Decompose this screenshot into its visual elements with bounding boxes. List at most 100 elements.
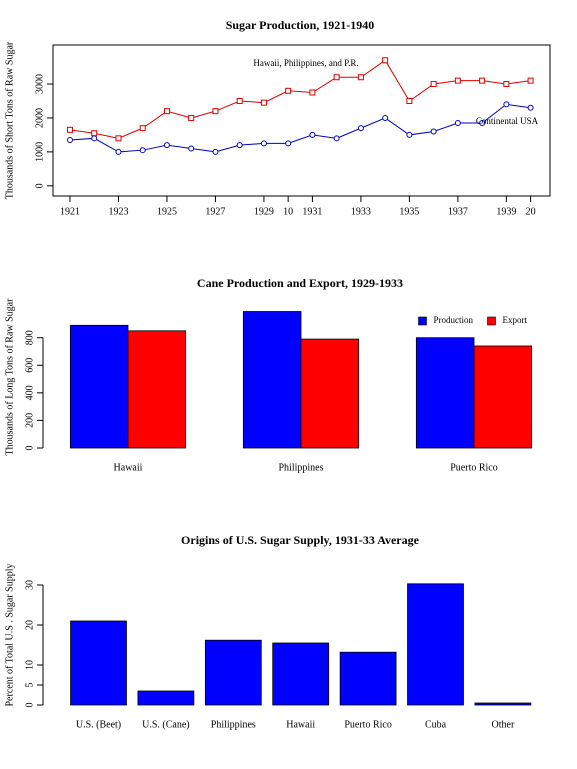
bar: [127, 330, 187, 449]
x-tick-label: 1931: [302, 206, 322, 217]
point: [285, 140, 292, 147]
point: [139, 147, 146, 154]
y-tick-label: 600: [24, 358, 35, 373]
point: [115, 135, 122, 142]
y-axis-label: Thousands of Short Tons of Raw Sugar: [4, 41, 15, 199]
bar: [473, 345, 533, 449]
x-category-label: Hawaii: [114, 462, 143, 473]
point: [357, 74, 364, 81]
point: [357, 125, 364, 132]
point: [163, 142, 170, 149]
bar: [242, 311, 302, 449]
x-category-label: Puerto Rico: [450, 462, 498, 473]
x-tick-label: 10: [283, 206, 293, 217]
point: [91, 130, 98, 137]
point: [212, 108, 219, 115]
x-category-label: Puerto Rico: [344, 719, 392, 730]
x-category-label: Philippines: [211, 719, 256, 730]
bar: [70, 620, 127, 706]
legend-swatch: [418, 316, 427, 326]
point: [454, 120, 461, 127]
line-series: [69, 59, 531, 139]
x-tick-label: 20: [526, 206, 536, 217]
y-tick-label: 400: [24, 385, 35, 400]
bar: [69, 324, 129, 449]
point: [430, 128, 437, 135]
legend-label: Export: [503, 315, 528, 325]
y-tick-label: 20: [24, 620, 35, 630]
chart-title: Cane Production and Export, 1929-1933: [197, 276, 403, 290]
point: [406, 131, 413, 138]
y-axis-label: Thousands of Long Tons of Raw Sugar: [4, 298, 15, 456]
point: [430, 81, 437, 88]
point: [382, 57, 389, 64]
x-tick-label: 1937: [448, 206, 468, 217]
bar: [137, 690, 195, 706]
y-tick-label: 1000: [34, 142, 45, 162]
y-tick-label: 30: [24, 580, 35, 590]
y-tick-label: 0: [34, 183, 45, 188]
bar: [339, 651, 397, 706]
point: [309, 89, 316, 96]
bar: [415, 337, 475, 449]
point: [260, 140, 267, 147]
point: [406, 97, 413, 104]
legend-swatch: [487, 316, 496, 326]
x-tick-label: 1933: [351, 206, 371, 217]
x-category-label: Cuba: [425, 719, 447, 730]
line-series: [69, 103, 531, 153]
chart-title: Sugar Production, 1921-1940: [226, 18, 375, 32]
point: [260, 99, 267, 106]
series-annotation: Hawaii, Philippines, and P.R.: [253, 58, 358, 68]
point: [309, 131, 316, 138]
point: [236, 97, 243, 104]
y-tick-label: 0: [24, 446, 35, 451]
point: [91, 135, 98, 142]
bar: [272, 642, 330, 706]
point: [163, 108, 170, 115]
y-tick-label: 2000: [34, 108, 45, 128]
point: [236, 142, 243, 149]
point: [66, 137, 73, 144]
y-tick-label: 3000: [34, 74, 45, 94]
x-tick-label: 1927: [205, 206, 225, 217]
point: [479, 120, 486, 127]
point: [212, 148, 219, 155]
x-tick-label: 1929: [254, 206, 274, 217]
point: [333, 74, 340, 81]
bar: [204, 639, 262, 706]
point: [454, 77, 461, 84]
point: [188, 114, 195, 121]
point: [527, 104, 534, 111]
point: [188, 145, 195, 152]
y-tick-label: 10: [24, 660, 35, 670]
x-tick-label: 1923: [108, 206, 128, 217]
bar: [407, 583, 464, 706]
legend-label: Production: [434, 315, 474, 325]
x-category-label: Hawaii: [286, 719, 315, 730]
x-category-label: Philippines: [278, 462, 323, 473]
x-tick-label: 1921: [60, 206, 80, 217]
plot-box: [52, 44, 551, 197]
bar: [474, 702, 532, 706]
x-category-label: Other: [492, 719, 515, 730]
y-tick-label: 200: [24, 413, 35, 428]
y-tick-label: 800: [24, 330, 35, 345]
point: [527, 77, 534, 84]
point: [479, 77, 486, 84]
point: [285, 87, 292, 94]
point: [503, 81, 510, 88]
x-category-label: U.S. (Beet): [76, 719, 121, 730]
y-tick-label: 5: [24, 683, 35, 688]
bar: [300, 338, 360, 449]
chart-title: Origins of U.S. Sugar Supply, 1931-33 Av…: [181, 533, 420, 547]
x-category-label: U.S. (Cane): [142, 719, 190, 730]
x-tick-label: 1935: [399, 206, 419, 217]
x-tick-label: 1925: [157, 206, 177, 217]
point: [382, 114, 389, 121]
point: [115, 148, 122, 155]
point: [333, 135, 340, 142]
series-annotation: Continental USA: [476, 116, 539, 126]
y-axis-label: Percent of Total U.S . Sugar Supply: [4, 564, 15, 707]
